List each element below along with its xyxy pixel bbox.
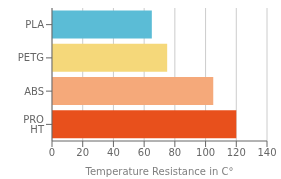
svg-text:PETG: PETG (18, 52, 44, 63)
svg-text:120: 120 (227, 147, 246, 158)
svg-text:0: 0 (49, 147, 55, 158)
svg-text:40: 40 (107, 147, 120, 158)
svg-text:60: 60 (138, 147, 151, 158)
svg-text:PROHT: PROHT (23, 114, 45, 135)
svg-text:PLA: PLA (25, 19, 44, 30)
svg-text:140: 140 (257, 147, 273, 158)
svg-text:20: 20 (76, 147, 89, 158)
svg-text:Temperature Resistance in C°: Temperature Resistance in C° (85, 166, 234, 177)
svg-text:80: 80 (168, 147, 181, 158)
svg-text:ABS: ABS (24, 86, 44, 97)
svg-text:100: 100 (196, 147, 215, 158)
